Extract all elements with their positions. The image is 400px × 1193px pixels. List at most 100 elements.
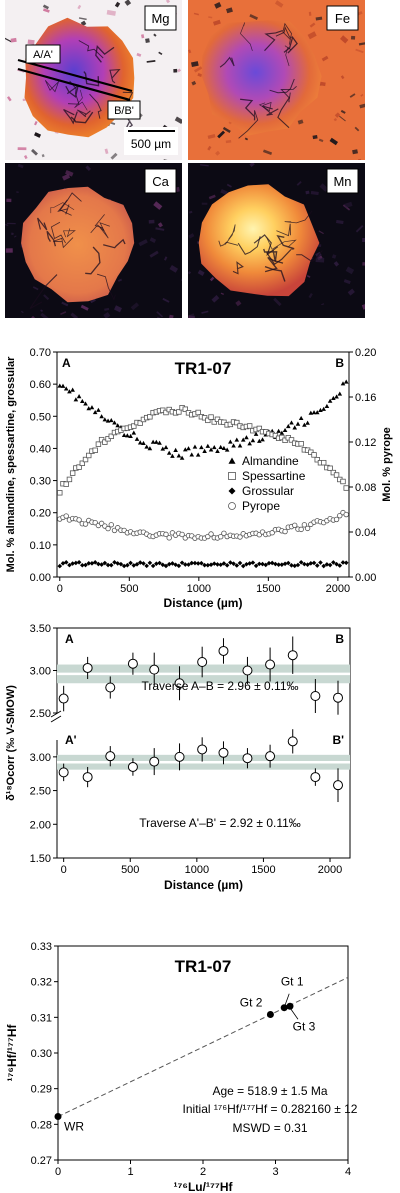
data-point [253,431,259,436]
data-point [228,560,233,565]
traverse-annotation: Traverse A–B = 2.96 ± 0.11‰ [141,679,298,693]
data-point [121,432,127,438]
data-point [174,751,185,762]
y-tick-label: 0.70 [30,347,51,359]
matrix-grain [31,148,38,156]
data-point [128,433,133,439]
matrix-grain [235,300,242,307]
series-traverse-1: Traverse A–B = 2.96 ± 0.11‰ [57,636,350,715]
matrix-grain [42,8,50,13]
data-point [96,561,101,567]
crack-line [103,238,126,249]
crack-line [67,80,80,105]
data-point [73,397,79,402]
matrix-grain [77,4,82,10]
matrix-grain [207,134,216,140]
data-point [231,443,236,448]
matrix-grain [188,210,193,214]
data-point [147,446,153,451]
matrix-grain [191,80,197,86]
data-point [302,561,307,567]
crack-line [296,250,323,262]
data-point [308,561,314,566]
data-point [310,772,321,783]
data-point [234,419,240,426]
matrix-grain [145,38,150,43]
crack-line [74,89,88,111]
matrix-grain [244,137,249,141]
data-point [131,430,137,435]
data-point [79,460,86,466]
data-point [141,440,146,446]
crack-line [95,44,115,63]
matrix-grain [331,254,337,259]
data-point [189,452,195,457]
crack-line [219,56,235,68]
data-point [221,561,227,566]
lu-hf-isochron-chart: 0 1 2 3 4 0.27 0.28 0.29 0.30 0.31 0.32 0.33 ¹⁷⁶Lu/¹… [5,941,358,1193]
matrix-grain [310,190,319,196]
data-point [333,516,340,523]
data-point [282,561,288,567]
data-point [269,530,275,536]
data-point [76,394,82,399]
data-point [102,560,108,566]
matrix-grain [361,302,365,310]
chart-title: TR1-07 [175,359,232,378]
y-tick-label: 0.60 [30,379,51,391]
matrix-grain [156,311,164,318]
matrix-grain [226,183,232,188]
data-point [115,561,121,566]
data-point [334,561,339,567]
data-point [337,563,343,568]
matrix-grain [225,139,232,144]
data-point [182,406,188,412]
x-tick-label: 2000 [318,864,342,876]
data-point [208,447,214,452]
data-point [289,563,294,568]
data-point [134,561,140,567]
data-point [266,560,272,566]
data-point [334,394,339,399]
data-point [99,562,104,567]
data-point [108,522,114,528]
data-point [76,517,82,523]
data-point [92,560,98,565]
data-point [295,421,301,426]
data-point [157,440,162,445]
data-point [163,563,169,569]
matrix-grain [106,9,116,16]
data-point [282,528,288,535]
matrix-grain [355,224,364,233]
y-tick-label: 0.27 [31,1155,52,1167]
matrix-grain [110,152,118,160]
crack-line [264,265,286,282]
data-point [215,448,220,453]
matrix-grain [274,0,284,8]
matrix-grain [188,233,195,239]
matrix-grain [114,305,122,313]
data-point [337,391,343,396]
x-axis-label: Distance (µm) [164,596,243,610]
matrix-grain [103,311,111,318]
matrix-grain [65,170,74,177]
traverse-line-b [17,67,131,102]
matrix-grain [13,235,17,238]
data-point [242,753,253,764]
y2-axis-label: Mol. % pyrope [381,427,393,502]
matrix-grain [355,48,364,54]
y-tick-label: 0.33 [31,941,52,953]
matrix-grain [362,238,365,243]
data-point [308,410,314,415]
data-point [105,525,111,532]
matrix-grain [162,297,170,303]
crack-line [283,35,298,54]
data-point [166,535,172,541]
data-point [285,423,291,429]
data-point [340,381,346,386]
y-tick-label: 2.00 [30,819,51,831]
data-point [218,533,224,540]
data-point [301,522,308,528]
matrix-grain [164,256,168,261]
series-spessartine [57,405,349,496]
